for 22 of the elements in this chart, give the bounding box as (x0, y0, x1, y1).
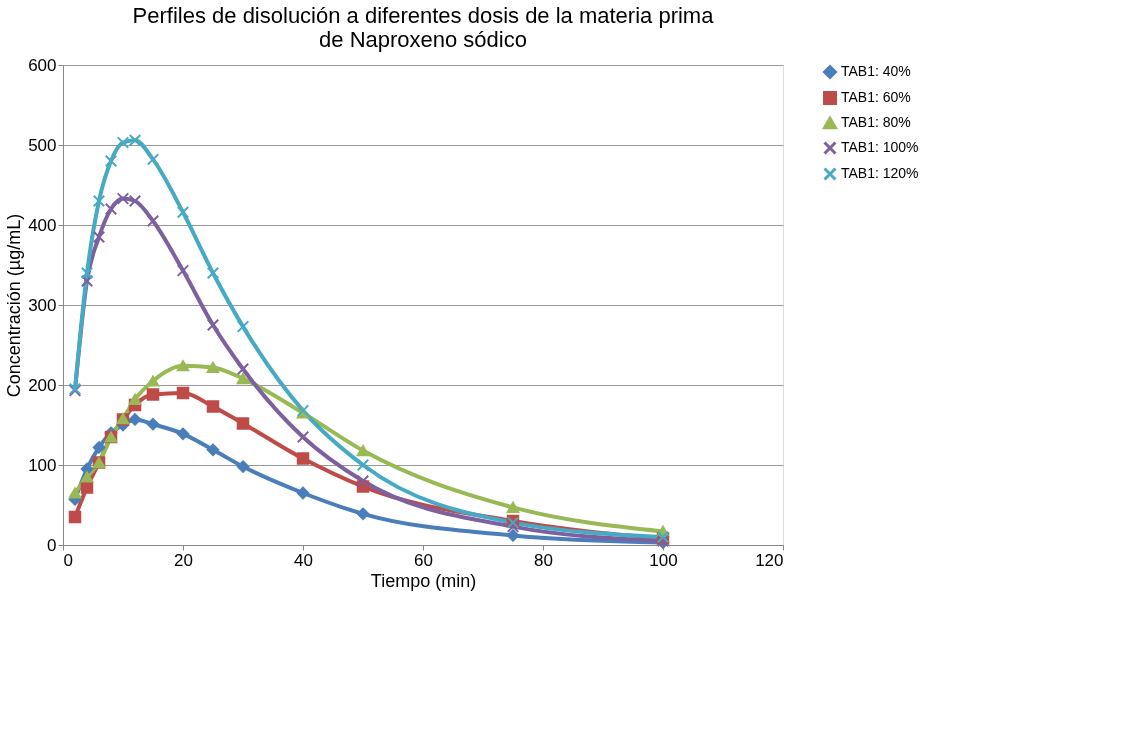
chart-title: Perfiles de disolución a diferentes dosis de la materia prima de Naproxeno sódico (132, 3, 715, 52)
legend-label: TAB1: 120% (841, 165, 919, 181)
legend-label: TAB1: 40% (841, 63, 911, 79)
x-tick-label: 20 (174, 550, 193, 570)
y-tick-label: 0 (47, 535, 57, 555)
y-tick-label: 400 (28, 215, 57, 235)
y-tick-label: 200 (28, 375, 57, 395)
x-axis-title: Tiempo (min) (370, 570, 477, 591)
y-tick-label: 300 (28, 295, 57, 315)
x-tick-label: 80 (534, 550, 553, 570)
y-tick-label: 500 (28, 135, 57, 155)
x-tick-label: 60 (414, 550, 433, 570)
x-tick-label: 40 (294, 550, 313, 570)
y-axis-title: Concentración (µg/mL) (4, 213, 25, 398)
legend-label: TAB1: 60% (841, 89, 911, 105)
x-tick-label: 0 (63, 550, 73, 570)
x-tick-label: 100 (649, 550, 678, 570)
x-tick-label: 120 (755, 550, 784, 570)
y-tick-label: 100 (28, 455, 57, 475)
legend-label: TAB1: 100% (841, 139, 919, 155)
y-tick-label: 600 (28, 55, 57, 75)
legend-label: TAB1: 80% (841, 114, 911, 130)
